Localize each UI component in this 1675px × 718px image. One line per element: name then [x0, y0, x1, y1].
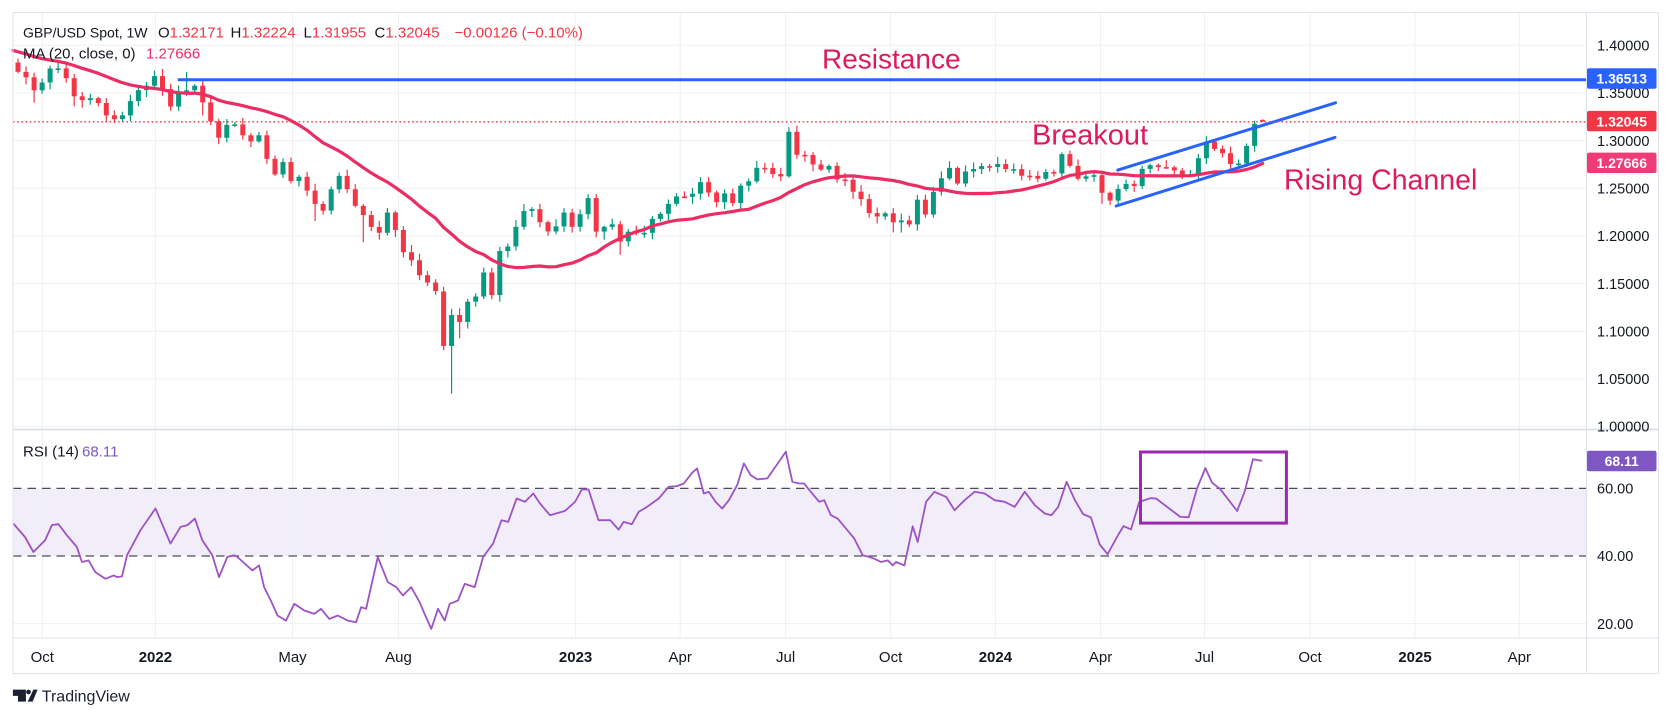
svg-text:Oct: Oct [31, 649, 55, 666]
svg-text:Jul: Jul [1195, 649, 1214, 666]
svg-text:1.30000: 1.30000 [1597, 134, 1649, 150]
svg-text:1.35000: 1.35000 [1597, 86, 1649, 102]
svg-text:1.40000: 1.40000 [1597, 39, 1649, 55]
svg-text:1.10000: 1.10000 [1597, 324, 1649, 340]
svg-text:RSI (14)68.11: RSI (14) 68.11 [23, 444, 118, 461]
svg-text:1.15000: 1.15000 [1597, 277, 1649, 293]
svg-text:May: May [278, 649, 307, 666]
svg-text:1.32045: 1.32045 [1596, 113, 1647, 129]
svg-text:Rising Channel: Rising Channel [1284, 165, 1477, 197]
svg-text:68.11: 68.11 [1605, 453, 1639, 469]
svg-text:60.00: 60.00 [1597, 482, 1633, 498]
svg-text:2025: 2025 [1398, 649, 1431, 666]
svg-text:20.00: 20.00 [1597, 617, 1633, 633]
svg-text:2023: 2023 [559, 649, 592, 666]
svg-text:Jul: Jul [776, 649, 795, 666]
svg-text:Apr: Apr [669, 649, 692, 666]
svg-text:2024: 2024 [979, 649, 1013, 666]
svg-text:Apr: Apr [1089, 649, 1112, 666]
svg-text:1.36513: 1.36513 [1596, 71, 1647, 87]
svg-text:1.20000: 1.20000 [1597, 229, 1649, 245]
svg-text:Aug: Aug [385, 649, 412, 666]
svg-text:MA (20, close, 0)1.27666: MA (20, close, 0) 1.27666 [23, 46, 200, 63]
svg-text:Oct: Oct [879, 649, 903, 666]
svg-text:Apr: Apr [1508, 649, 1531, 666]
svg-text:TradingView: TradingView [42, 689, 130, 706]
svg-text:1.25000: 1.25000 [1597, 181, 1649, 197]
svg-text:Breakout: Breakout [1032, 120, 1148, 152]
svg-text:1.00000: 1.00000 [1597, 420, 1649, 436]
svg-text:Oct: Oct [1298, 649, 1322, 666]
svg-text:2022: 2022 [139, 649, 172, 666]
svg-text:Resistance: Resistance [822, 44, 961, 75]
svg-text:1.05000: 1.05000 [1597, 372, 1649, 388]
svg-text:GBP/USD Spot, 1W: GBP/USD Spot, 1W [23, 25, 148, 41]
svg-text:40.00: 40.00 [1597, 549, 1633, 565]
svg-text:1.27666: 1.27666 [1596, 155, 1647, 171]
